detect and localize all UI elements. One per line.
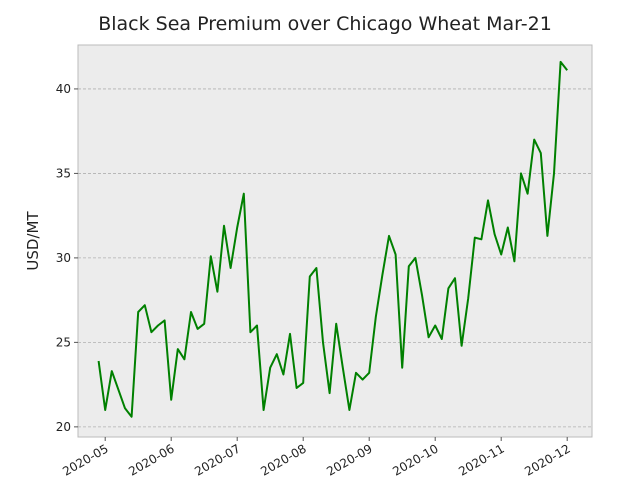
x-tick-label: 2020-06 bbox=[126, 441, 176, 478]
x-tick-label: 2020-05 bbox=[60, 441, 110, 478]
y-tick-label: 40 bbox=[56, 82, 71, 96]
x-tick-label: 2020-11 bbox=[456, 441, 506, 478]
line-series bbox=[97, 60, 568, 418]
x-tick-label: 2020-08 bbox=[258, 441, 308, 478]
x-tick-label: 2020-09 bbox=[324, 441, 374, 478]
y-tick-label: 30 bbox=[56, 251, 71, 265]
x-tick-label: 2020-10 bbox=[390, 441, 440, 478]
chart-title: Black Sea Premium over Chicago Wheat Mar… bbox=[98, 13, 552, 35]
plot-area bbox=[77, 44, 593, 438]
y-axis-label: USD/MT bbox=[24, 211, 42, 271]
y-tick-label: 20 bbox=[56, 420, 71, 434]
y-tick-label: 25 bbox=[56, 335, 71, 349]
y-tick-label: 35 bbox=[56, 166, 71, 180]
x-tick-label: 2020-07 bbox=[192, 441, 242, 478]
x-tick-label: 2020-12 bbox=[522, 441, 572, 478]
